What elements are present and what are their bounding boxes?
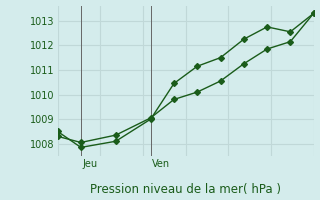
Text: Pression niveau de la mer( hPa ): Pression niveau de la mer( hPa ): [90, 183, 281, 196]
Text: Ven: Ven: [152, 159, 170, 169]
Text: Jeu: Jeu: [82, 159, 97, 169]
